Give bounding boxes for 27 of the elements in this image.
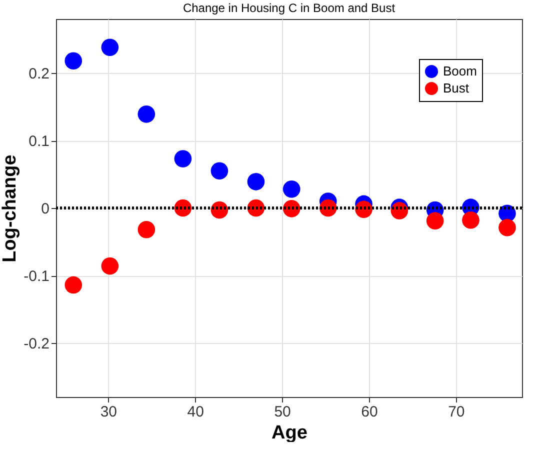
x-tick-label: 50 (274, 404, 291, 420)
point (247, 173, 265, 190)
point (426, 212, 444, 230)
y-tick-label: -0.2 (24, 336, 50, 352)
point (101, 257, 119, 275)
legend-label: Bust (443, 80, 470, 96)
point (138, 106, 156, 123)
y-tick-label: 0.2 (28, 66, 50, 82)
x-tick-label: 60 (361, 404, 378, 420)
point (138, 220, 156, 238)
legend-label: Boom (443, 64, 477, 78)
point (210, 162, 228, 180)
point (462, 212, 480, 229)
point (282, 180, 300, 198)
y-axis-title: Log-change (0, 154, 21, 262)
y-tick-label: 0 (41, 200, 50, 218)
point (64, 52, 82, 70)
point (174, 150, 192, 168)
x-tick-label: 30 (100, 404, 118, 420)
x-tick-label: 40 (187, 404, 204, 420)
chart-title: Change in Housing C in Boom and Bust (182, 1, 396, 15)
point (64, 276, 82, 294)
point (101, 38, 119, 56)
y-tick-label: 0.1 (28, 133, 50, 150)
x-tick-label: 70 (448, 404, 465, 420)
y-tick-label: -0.1 (24, 268, 50, 285)
point (498, 218, 516, 236)
